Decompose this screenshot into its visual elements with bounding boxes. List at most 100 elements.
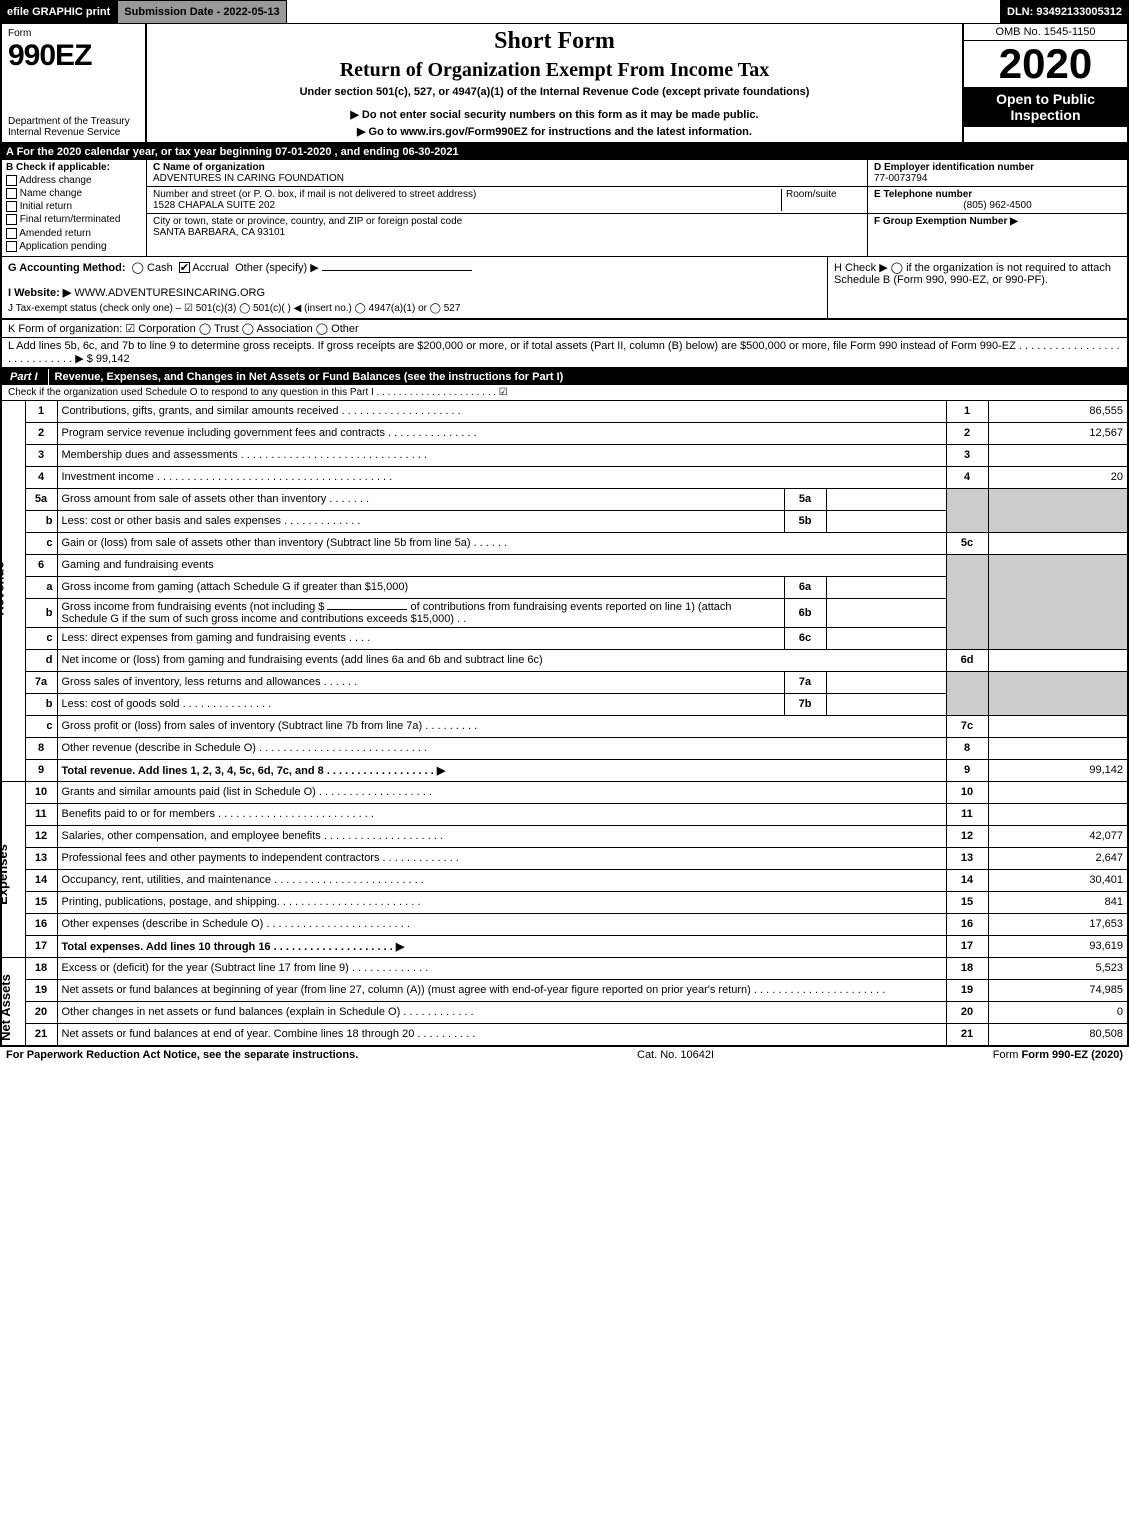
header-center: Short Form Return of Organization Exempt… <box>147 24 962 142</box>
d-10: Grants and similar amounts paid (list in… <box>57 781 946 803</box>
shade-5 <box>946 488 988 532</box>
sa-5b: 5b <box>784 510 826 532</box>
d-17: Total expenses. Add lines 10 through 16 … <box>57 935 946 957</box>
chk-address-change[interactable]: Address change <box>6 175 142 186</box>
ln-9: 9 <box>25 759 57 781</box>
d-3: Membership dues and assessments . . . . … <box>57 444 946 466</box>
inspect-line1: Open to Public <box>968 91 1123 107</box>
sa-6c: 6c <box>784 627 826 649</box>
f-lbl: F Group Exemption Number ▶ <box>874 216 1018 227</box>
box-4: 4 <box>946 466 988 488</box>
tax-year: 2020 <box>964 41 1127 87</box>
section-bcdef: B Check if applicable: Address change Na… <box>0 160 1129 256</box>
c-name-lbl: C Name of organization <box>153 162 861 173</box>
ln-6: 6 <box>25 554 57 576</box>
title-return: Return of Organization Exempt From Incom… <box>340 59 770 82</box>
ln-6d: d <box>25 649 57 671</box>
d-11: Benefits paid to or for members . . . . … <box>57 803 946 825</box>
ln-7b: b <box>25 693 57 715</box>
box-7c: 7c <box>946 715 988 737</box>
c-addr-val: 1528 CHAPALA SUITE 202 <box>153 200 781 211</box>
ln-5a: 5a <box>25 488 57 510</box>
ln-8: 8 <box>25 737 57 759</box>
chk-name-change[interactable]: Name change <box>6 188 142 199</box>
c-city-lbl: City or town, state or province, country… <box>153 216 861 227</box>
shade-5amt <box>988 488 1128 532</box>
omb-number: OMB No. 1545-1150 <box>964 24 1127 41</box>
d-16: Other expenses (describe in Schedule O) … <box>57 913 946 935</box>
d-5a: Gross amount from sale of assets other t… <box>57 488 784 510</box>
chk-application-pending[interactable]: Application pending <box>6 241 142 252</box>
d-19: Net assets or fund balances at beginning… <box>57 979 946 1001</box>
form-word: Form <box>8 28 139 39</box>
submission-date: Submission Date - 2022-05-13 <box>117 0 286 24</box>
i-lbl: I Website: ▶ <box>8 287 71 299</box>
amt-13: 2,647 <box>988 847 1128 869</box>
page-footer: For Paperwork Reduction Act Notice, see … <box>0 1046 1129 1063</box>
d-4: Investment income . . . . . . . . . . . … <box>57 466 946 488</box>
part1-label: Part I <box>0 369 49 385</box>
box-2: 2 <box>946 422 988 444</box>
g-accrual-check[interactable] <box>179 262 190 273</box>
lbl-amended-return: Amended return <box>19 228 91 239</box>
chk-initial-return[interactable]: Initial return <box>6 201 142 212</box>
c-room-lbl: Room/suite <box>781 189 861 211</box>
footer-left: For Paperwork Reduction Act Notice, see … <box>6 1049 358 1061</box>
d-9: Total revenue. Add lines 1, 2, 3, 4, 5c,… <box>57 759 946 781</box>
box-15: 15 <box>946 891 988 913</box>
lbl-application-pending: Application pending <box>19 241 106 252</box>
sa-6a: 6a <box>784 576 826 598</box>
goto-link[interactable]: ▶ Go to www.irs.gov/Form990EZ for instru… <box>357 125 752 138</box>
chk-final-return[interactable]: Final return/terminated <box>6 214 142 225</box>
box-12: 12 <box>946 825 988 847</box>
ln-14: 14 <box>25 869 57 891</box>
amt-8 <box>988 737 1128 759</box>
amt-7c <box>988 715 1128 737</box>
vlabel-revenue: Revenue <box>1 400 25 781</box>
d-18: Excess or (deficit) for the year (Subtra… <box>57 957 946 979</box>
form-header: Form 990EZ Department of the Treasury In… <box>0 24 1129 144</box>
d-15: Printing, publications, postage, and shi… <box>57 891 946 913</box>
g-cash[interactable]: Cash <box>147 262 173 274</box>
g-other[interactable]: Other (specify) ▶ <box>235 262 319 274</box>
g-accrual: Accrual <box>192 262 229 274</box>
d-7a: Gross sales of inventory, less returns a… <box>57 671 784 693</box>
title-short-form: Short Form <box>494 28 615 55</box>
line-k: K Form of organization: ☑ Corporation ◯ … <box>0 320 1129 337</box>
ln-1: 1 <box>25 400 57 422</box>
amt-21: 80,508 <box>988 1023 1128 1045</box>
form-number: 990EZ <box>8 39 139 73</box>
amt-4: 20 <box>988 466 1128 488</box>
top-bar: efile GRAPHIC print Submission Date - 20… <box>0 0 1129 24</box>
ln-5c: c <box>25 532 57 554</box>
ln-16: 16 <box>25 913 57 935</box>
ln-6a: a <box>25 576 57 598</box>
amt-16: 17,653 <box>988 913 1128 935</box>
d-8: Other revenue (describe in Schedule O) .… <box>57 737 946 759</box>
c-addr-lbl: Number and street (or P. O. box, if mail… <box>153 189 781 200</box>
box-1: 1 <box>946 400 988 422</box>
ln-15: 15 <box>25 891 57 913</box>
b-header: B Check if applicable: <box>6 162 142 173</box>
d-20: Other changes in net assets or fund bala… <box>57 1001 946 1023</box>
amt-2: 12,567 <box>988 422 1128 444</box>
sv-7a <box>826 671 946 693</box>
row-a-tax-year: A For the 2020 calendar year, or tax yea… <box>0 144 1129 160</box>
subtitle: Under section 501(c), 527, or 4947(a)(1)… <box>300 86 810 98</box>
open-to-public: Open to Public Inspection <box>964 87 1127 127</box>
lbl-initial-return: Initial return <box>20 201 72 212</box>
inspect-line2: Inspection <box>968 107 1123 123</box>
i-val[interactable]: WWW.ADVENTURESINCARING.ORG <box>74 287 265 299</box>
g-lbl: G Accounting Method: <box>8 262 126 274</box>
box-17: 17 <box>946 935 988 957</box>
h-box: H Check ▶ ◯ if the organization is not r… <box>827 257 1127 318</box>
lbl-address-change: Address change <box>19 175 91 186</box>
col-c: C Name of organization ADVENTURES IN CAR… <box>147 160 867 256</box>
sv-5b <box>826 510 946 532</box>
d-cell: D Employer identification number 77-0073… <box>868 160 1127 187</box>
ln-12: 12 <box>25 825 57 847</box>
box-10: 10 <box>946 781 988 803</box>
d-6: Gaming and fundraising events <box>57 554 946 576</box>
chk-amended-return[interactable]: Amended return <box>6 228 142 239</box>
d-1: Contributions, gifts, grants, and simila… <box>57 400 946 422</box>
